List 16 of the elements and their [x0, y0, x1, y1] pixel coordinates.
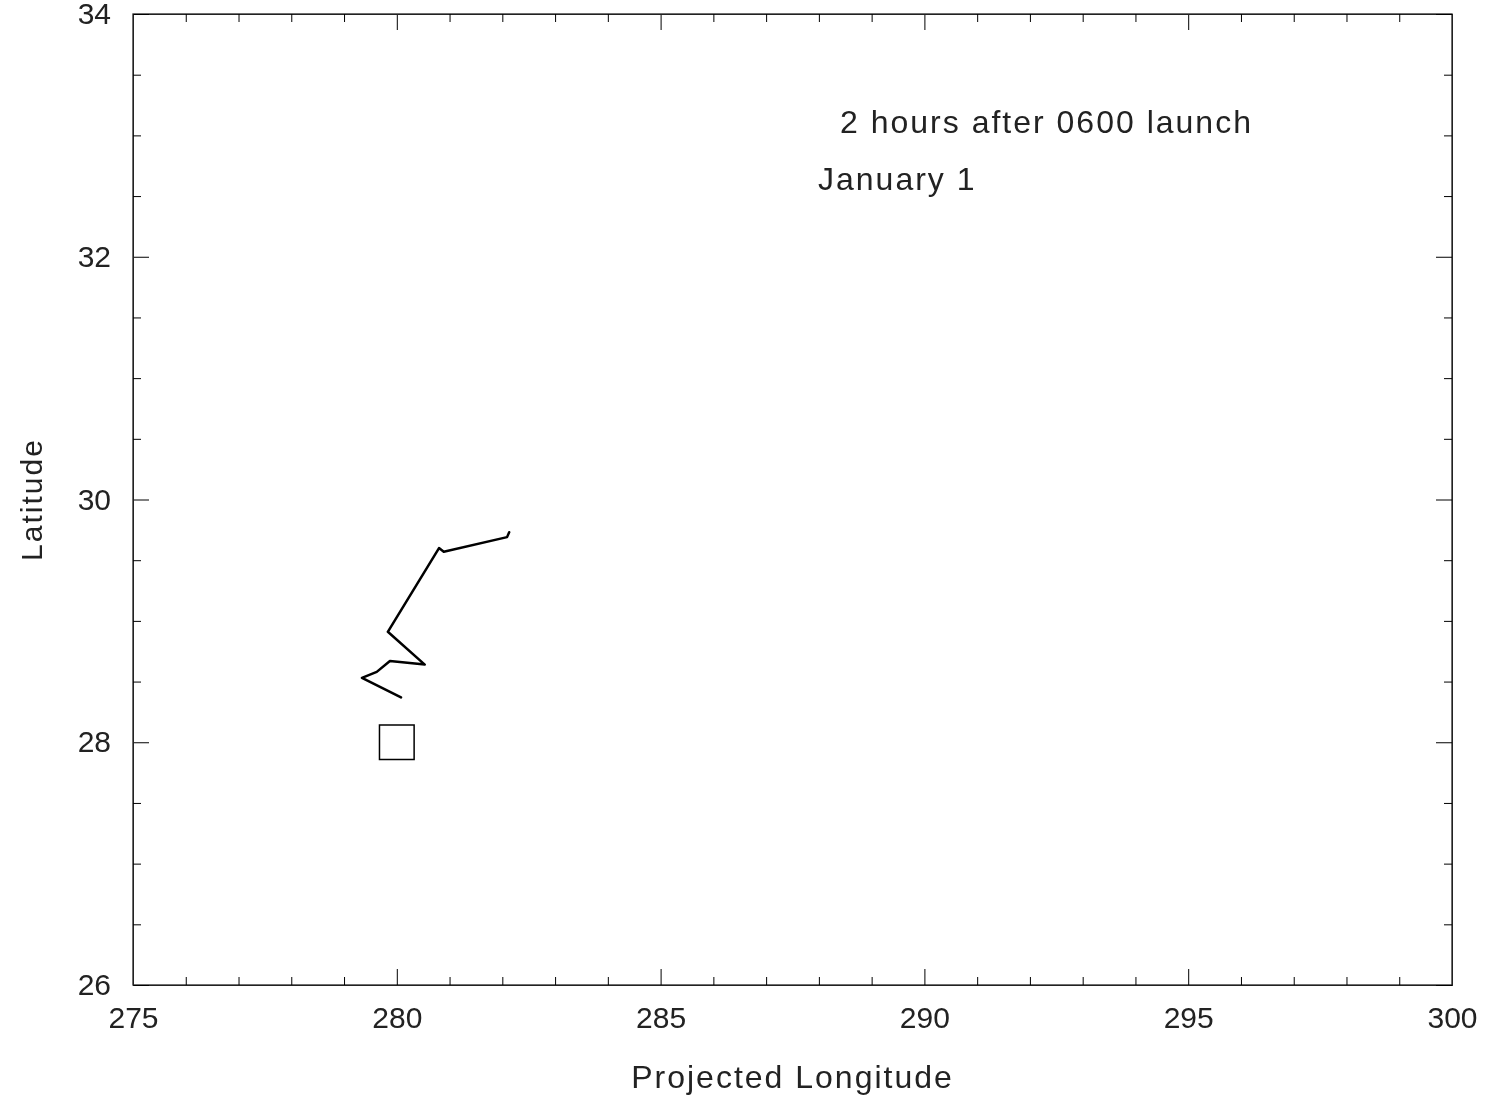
x-tick-label: 290 — [899, 1001, 950, 1035]
x-tick-label: 280 — [372, 1001, 423, 1035]
x-tick-label: 300 — [1427, 1001, 1478, 1035]
x-axis-title: Projected Longitude — [631, 1059, 954, 1095]
x-tick-label: 295 — [1163, 1001, 1214, 1035]
y-tick-label: 28 — [77, 725, 111, 759]
x-tick-label: 275 — [108, 1001, 159, 1035]
annotation: 2 hours after 0600 launch — [840, 104, 1253, 140]
y-tick-label: 30 — [77, 482, 111, 516]
line-series — [360, 531, 511, 699]
y-tick-label: 26 — [77, 968, 111, 1002]
y-tick-label: 34 — [77, 0, 111, 31]
y-axis-title: Latitude — [15, 438, 48, 561]
x-tick-label: 285 — [636, 1001, 687, 1035]
y-tick-label: 32 — [77, 239, 111, 273]
annotation: January 1 — [818, 161, 977, 197]
